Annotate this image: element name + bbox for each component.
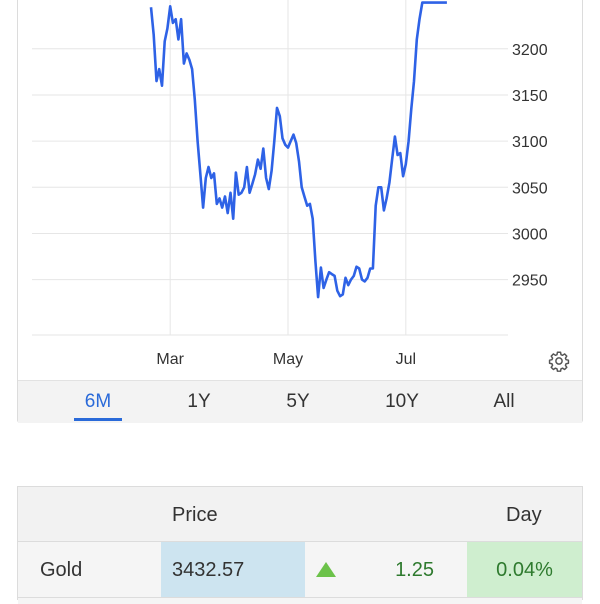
price-header: Price [172, 504, 218, 526]
price-line-chart: 3200 3150 3100 3050 3000 2950 Mar May Jul [32, 0, 548, 368]
y-tick-label: 3200 [512, 42, 548, 59]
tab-10y[interactable]: 10Y [385, 391, 419, 412]
series-line [149, 1, 447, 299]
up-triangle-icon [316, 562, 336, 577]
tab-6m[interactable]: 6M [63, 381, 133, 423]
price-chart-card: 3200 3150 3100 3050 3000 2950 Mar May Jul 6M 1Y … [17, 0, 583, 423]
range-selector: 6M 1Y 5Y 10Y All [18, 380, 582, 423]
x-tick-label: May [273, 351, 303, 368]
change-percent: 0.04% [467, 542, 582, 598]
y-tick-label: 3150 [512, 88, 548, 105]
tab-1y[interactable]: 1Y [187, 391, 211, 412]
quote-table: Price Day Gold 3432.57 1.25 0.04% [17, 486, 583, 604]
y-tick-label: 3000 [512, 226, 548, 243]
price-value: 3432.57 [161, 542, 305, 598]
day-header: Day [506, 504, 542, 526]
tab-all[interactable]: All [493, 391, 515, 412]
y-tick-label: 3100 [512, 134, 548, 151]
change-value: 1.25 [395, 559, 434, 581]
table-row-partial [18, 597, 582, 604]
x-tick-label: Jul [396, 351, 416, 368]
gear-icon[interactable] [548, 350, 570, 372]
tab-5y[interactable]: 5Y [286, 391, 310, 412]
table-row[interactable]: Gold 3432.57 1.25 0.04% [18, 541, 582, 598]
instrument-name[interactable]: Gold [40, 559, 83, 581]
y-tick-label: 3050 [512, 180, 548, 197]
x-tick-label: Mar [156, 351, 184, 368]
quote-table-header: Price Day [18, 487, 582, 541]
y-tick-label: 2950 [512, 273, 548, 290]
